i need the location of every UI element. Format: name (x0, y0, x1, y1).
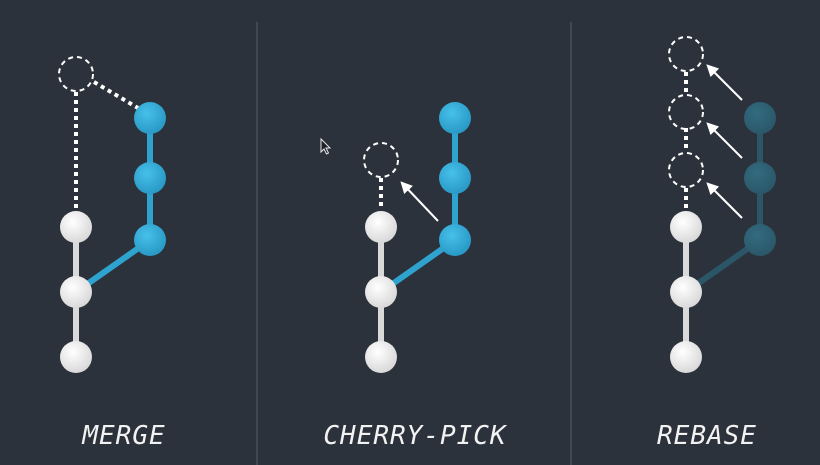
rebase-panel: REBASE (657, 36, 776, 451)
merge-dotted-feature-link (92, 80, 140, 110)
cherry-pick-panel: CHERRY-PICK (323, 102, 508, 451)
rebase-main-commit-3 (670, 211, 702, 243)
cherry-ghost-commit (363, 142, 399, 178)
arrow-icon (400, 181, 439, 222)
cherry-feature-commit-1 (439, 224, 471, 256)
rebase-ghost-commit-2 (668, 94, 704, 130)
rebase-ghost-commit-1 (668, 152, 704, 188)
arrow-icon (706, 64, 743, 101)
cherry-feature-commit-3 (439, 102, 471, 134)
merge-feature-commit-2 (134, 162, 166, 194)
merge-panel: MERGE (58, 56, 166, 451)
cherry-main-commit-2 (365, 276, 397, 308)
merge-feature-commit-3 (134, 102, 166, 134)
cherry-feature-commit-2 (439, 162, 471, 194)
cherry-main-commit-1 (365, 341, 397, 373)
merge-main-commit-3 (60, 211, 92, 243)
merge-main-commit-1 (60, 341, 92, 373)
cherry-main-commit-3 (365, 211, 397, 243)
rebase-ghost-commit-3 (668, 36, 704, 72)
rebase-label: REBASE (657, 421, 757, 451)
merge-label: MERGE (81, 421, 165, 451)
arrow-icon (706, 182, 743, 219)
arrow-icon (706, 122, 743, 159)
merge-main-commit-2 (60, 276, 92, 308)
rebase-feature-commit-2 (744, 162, 776, 194)
cherry-pick-label: CHERRY-PICK (323, 421, 508, 451)
merge-feature-commit-1 (134, 224, 166, 256)
rebase-main-commit-2 (670, 276, 702, 308)
rebase-main-commit-1 (670, 341, 702, 373)
rebase-feature-commit-1 (744, 224, 776, 256)
rebase-feature-commit-3 (744, 102, 776, 134)
merge-ghost-commit (58, 56, 94, 92)
mouse-cursor-icon (320, 137, 332, 155)
